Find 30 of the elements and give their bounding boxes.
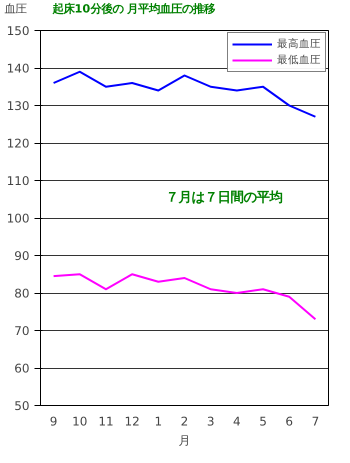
y-tick-label: 130 [6, 99, 30, 113]
y-tick-label: 70 [14, 324, 30, 338]
y-tick-label: 50 [14, 399, 30, 413]
x-axis-title: 月 [178, 434, 190, 448]
x-tick-label: 11 [98, 414, 114, 428]
y-tick-label: 60 [14, 362, 30, 376]
y-tick-label: 100 [6, 212, 30, 226]
x-tick-label: 2 [180, 414, 188, 428]
line-series [52, 70, 316, 118]
y-tick-label: 90 [14, 249, 30, 263]
legend-label: 最高血圧 [277, 37, 321, 51]
annotation: ７月は７日間の平均 [166, 190, 282, 206]
y-tick-label: 150 [6, 24, 30, 38]
x-tick-label: 12 [124, 414, 140, 428]
x-tick-label: 4 [233, 414, 241, 428]
x-tick-label: 7 [312, 414, 320, 428]
y-tick-label: 120 [6, 136, 30, 150]
x-tick-label: 3 [206, 414, 215, 428]
chart-title: 起床10分後の 月平均血圧の推移 [52, 2, 216, 16]
y-tick-label: 80 [14, 286, 30, 300]
x-tick-label: 10 [72, 414, 88, 428]
x-tick-label: 9 [50, 414, 58, 428]
x-tick-label: 1 [154, 414, 162, 428]
y-axis-title: 血圧 [4, 2, 26, 16]
legend-label: 最低血圧 [277, 53, 321, 67]
y-tick-label: 140 [6, 62, 30, 76]
line-series [52, 273, 316, 320]
y-tick-label: 110 [6, 174, 30, 188]
x-tick-label: 5 [259, 414, 267, 428]
x-tick-label: 6 [285, 414, 294, 428]
